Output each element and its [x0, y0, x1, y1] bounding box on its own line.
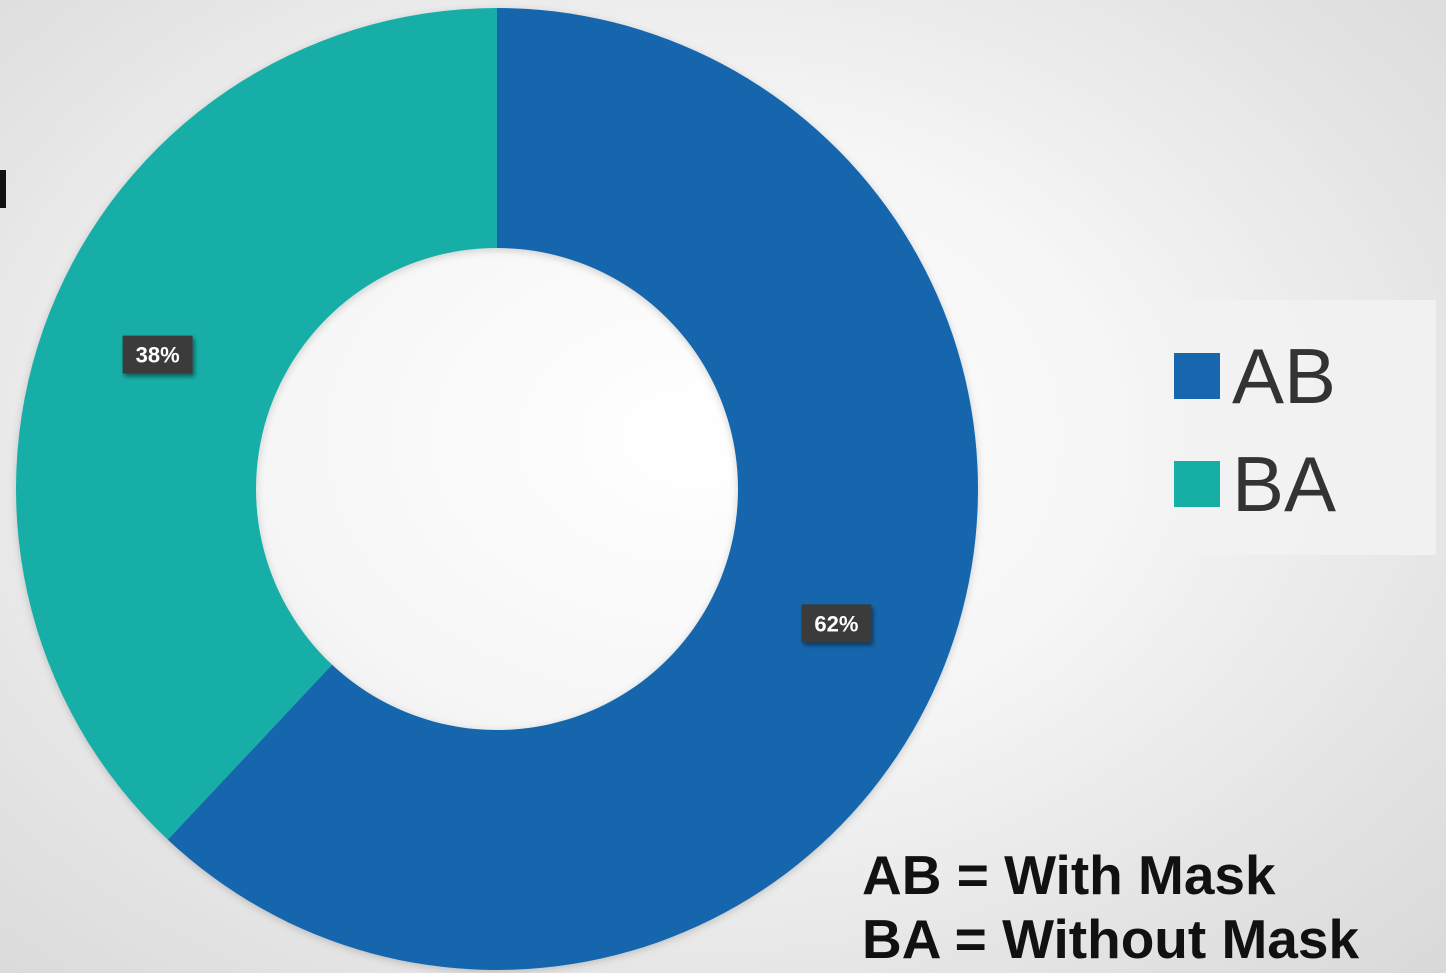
- data-label-text: 62%: [814, 611, 858, 636]
- cropped-text-edge: [0, 170, 6, 208]
- data-label-ba: 38%: [122, 335, 193, 374]
- data-label-box: [801, 604, 872, 643]
- notes: AB = With Mask BA = Without Mask: [862, 843, 1446, 971]
- legend-swatch-ba: [1174, 461, 1220, 507]
- data-label-ab: 62%: [801, 604, 872, 643]
- legend-swatch-ab: [1174, 353, 1220, 399]
- data-label-box: [122, 335, 193, 374]
- legend-item-ab: AB: [1174, 322, 1436, 430]
- donut-slice-ba: [15, 7, 498, 840]
- legend-item-ba: BA: [1174, 430, 1436, 538]
- note-ba-definition: BA = Without Mask: [862, 908, 1360, 970]
- legend-label-ab: AB: [1232, 332, 1337, 420]
- legend: AB BA: [1144, 300, 1436, 555]
- note-ab-definition: AB = With Mask: [862, 844, 1276, 906]
- data-label-text: 38%: [136, 343, 180, 368]
- donut-slice-ab: [167, 8, 978, 970]
- legend-label-ba: BA: [1232, 440, 1337, 528]
